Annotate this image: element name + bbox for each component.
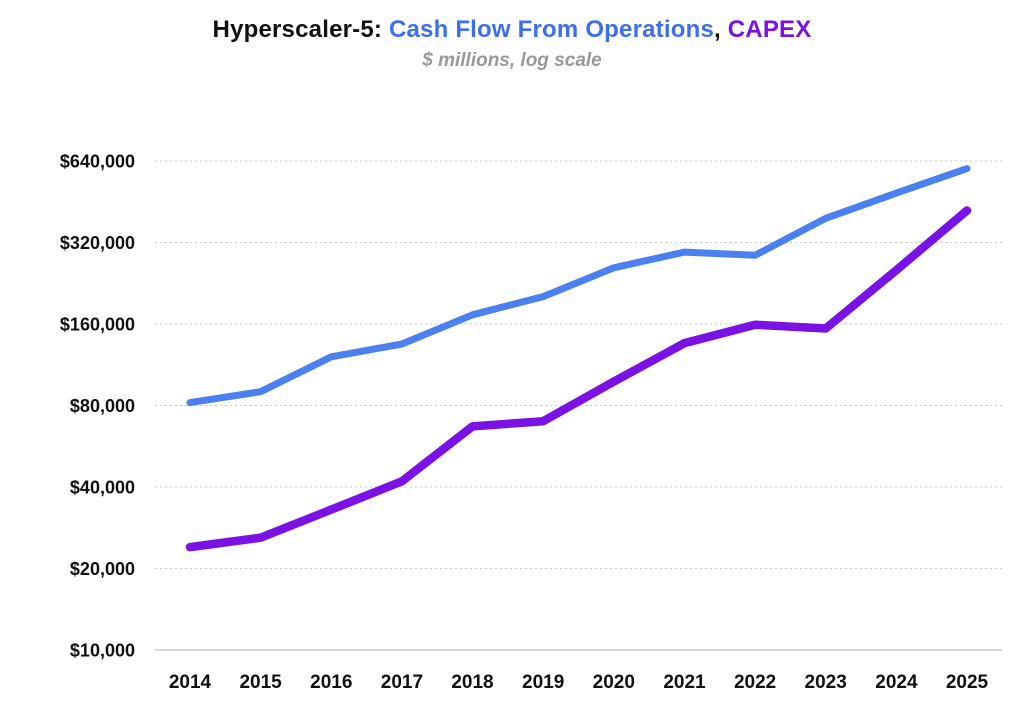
x-axis-tick-label: 2017 — [381, 672, 423, 693]
title-series-capex: CAPEX — [727, 16, 812, 43]
x-axis-tick-label: 2025 — [946, 672, 989, 693]
y-axis-tick-label: $160,000 — [60, 315, 135, 335]
x-axis-tick-label: 2018 — [451, 672, 493, 693]
x-axis-tick-label: 2019 — [522, 672, 564, 693]
x-axis-tick-label: 2016 — [310, 672, 352, 693]
chart-subtitle: $ millions, log scale — [422, 50, 602, 71]
chart-title: Hyperscaler-5: Cash Flow From Operations… — [0, 16, 1024, 44]
x-axis-tick-label: 2022 — [734, 672, 776, 693]
y-axis-tick-label: $320,000 — [60, 233, 135, 253]
x-axis-tick-label: 2020 — [593, 672, 635, 693]
x-axis-tick-label: 2015 — [239, 672, 282, 693]
y-axis-tick-label: $640,000 — [60, 152, 135, 172]
x-axis-tick-label: 2014 — [169, 672, 212, 693]
y-axis-tick-label: $80,000 — [70, 396, 135, 416]
y-axis-tick-label: $40,000 — [70, 478, 135, 498]
capex-line — [185, 206, 972, 552]
title-series-cfo: Cash Flow From Operations — [388, 16, 715, 43]
y-axis-tick-label: $20,000 — [70, 559, 135, 579]
x-axis-tick-label: 2024 — [875, 672, 918, 693]
y-axis-tick-label: $10,000 — [70, 641, 135, 661]
x-axis-tick-label: 2023 — [805, 672, 847, 693]
x-axis-tick-label: 2021 — [663, 672, 706, 693]
title-prefix: Hyperscaler-5: — [212, 16, 389, 43]
cfo-line — [186, 165, 971, 407]
title-separator: , — [714, 16, 728, 43]
